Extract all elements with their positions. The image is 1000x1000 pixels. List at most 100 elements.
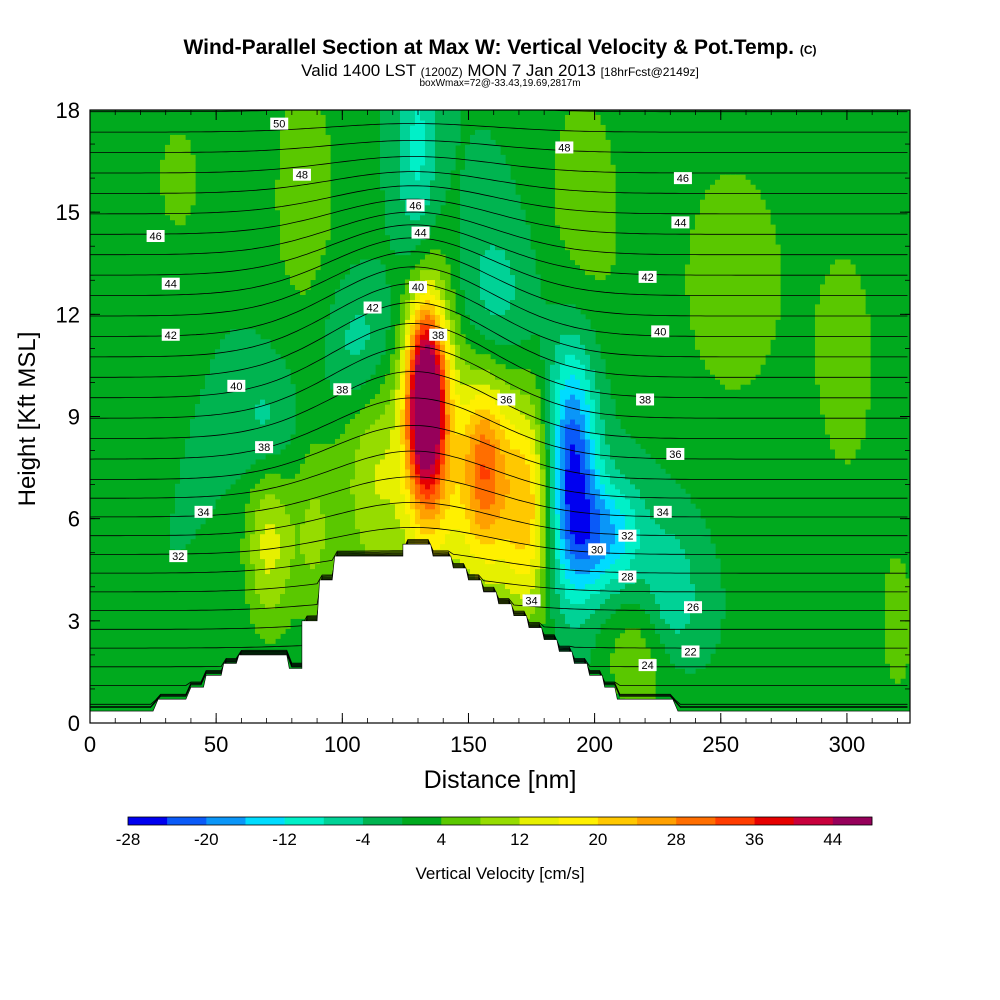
w-cell: [485, 274, 491, 281]
w-cell: [290, 423, 296, 430]
w-cell: [215, 404, 221, 410]
w-cell: [395, 179, 401, 186]
w-cell: [360, 458, 366, 465]
w-cell: [285, 433, 291, 440]
w-cell: [460, 214, 466, 221]
w-cell: [490, 423, 496, 430]
w-cell: [270, 578, 276, 585]
w-cell: [245, 428, 251, 435]
w-cell: [525, 518, 531, 525]
w-cell: [285, 254, 291, 261]
w-cell: [370, 458, 376, 465]
w-cell: [385, 149, 391, 156]
w-cell: [350, 493, 356, 500]
w-cell: [340, 453, 346, 460]
w-cell: [280, 428, 286, 435]
w-cell: [310, 478, 316, 485]
w-cell: [460, 384, 466, 390]
w-cell: [400, 114, 406, 121]
w-cell: [475, 568, 481, 575]
w-cell: [400, 314, 406, 320]
w-cell: [245, 523, 251, 530]
w-cell: [485, 414, 491, 420]
w-cell: [450, 354, 456, 360]
w-cell: [310, 493, 316, 500]
w-cell: [400, 518, 406, 525]
w-cell: [220, 423, 226, 430]
w-cell: [315, 523, 321, 530]
w-cell: [495, 144, 501, 151]
w-cell: [265, 628, 271, 634]
w-cell: [530, 588, 536, 595]
w-cell: [435, 304, 441, 310]
w-cell: [450, 304, 456, 310]
w-cell: [320, 553, 326, 560]
w-cell: [380, 493, 386, 500]
w-cell: [280, 423, 286, 430]
w-cell: [210, 463, 216, 470]
w-cell: [340, 488, 346, 495]
w-cell: [260, 364, 266, 370]
w-cell: [480, 169, 486, 176]
w-cell: [435, 159, 441, 166]
w-cell: [480, 209, 486, 216]
w-cell: [390, 134, 396, 141]
w-cell: [520, 428, 526, 435]
w-cell: [500, 404, 506, 410]
w-cell: [470, 448, 476, 455]
w-cell: [445, 349, 451, 355]
w-cell: [315, 508, 321, 515]
w-cell: [530, 613, 536, 619]
w-cell: [225, 334, 231, 340]
w-cell: [435, 523, 441, 530]
w-cell: [235, 418, 241, 425]
w-cell: [285, 404, 291, 410]
w-cell: [325, 344, 331, 350]
w-cell: [500, 289, 506, 295]
w-cell: [240, 418, 246, 425]
w-cell: [310, 608, 316, 614]
w-cell: [190, 428, 196, 435]
w-cell: [480, 184, 486, 191]
w-cell: [455, 433, 461, 440]
w-cell: [425, 159, 431, 166]
w-cell: [180, 139, 186, 146]
w-cell: [355, 269, 361, 276]
w-cell: [415, 513, 421, 520]
w-cell: [480, 508, 486, 515]
w-cell: [445, 359, 451, 365]
w-cell: [505, 513, 511, 520]
w-cell: [445, 344, 451, 350]
w-cell: [235, 359, 241, 365]
w-cell: [505, 588, 511, 595]
w-cell: [410, 483, 416, 490]
w-cell: [295, 239, 301, 246]
w-cell: [325, 563, 331, 570]
w-cell: [315, 478, 321, 485]
w-cell: [445, 533, 451, 540]
w-cell: [470, 319, 476, 325]
w-cell: [485, 433, 491, 440]
w-cell: [380, 384, 386, 390]
w-cell: [440, 548, 446, 555]
w-cell: [480, 289, 486, 295]
w-cell: [430, 379, 436, 385]
w-cell: [435, 369, 441, 375]
w-cell: [350, 463, 356, 470]
w-cell: [425, 199, 431, 206]
w-cell: [520, 409, 526, 415]
w-cell: [195, 443, 201, 450]
w-cell: [525, 423, 531, 430]
w-cell: [430, 294, 436, 300]
w-cell: [310, 523, 316, 530]
w-cell: [175, 164, 181, 171]
w-cell: [455, 553, 461, 560]
w-cell: [305, 229, 311, 236]
w-cell: [380, 144, 386, 151]
w-cell: [315, 518, 321, 525]
w-cell: [340, 468, 346, 475]
w-cell: [525, 533, 531, 540]
w-cell: [390, 194, 396, 201]
w-cell: [270, 418, 276, 425]
w-cell: [225, 364, 231, 370]
